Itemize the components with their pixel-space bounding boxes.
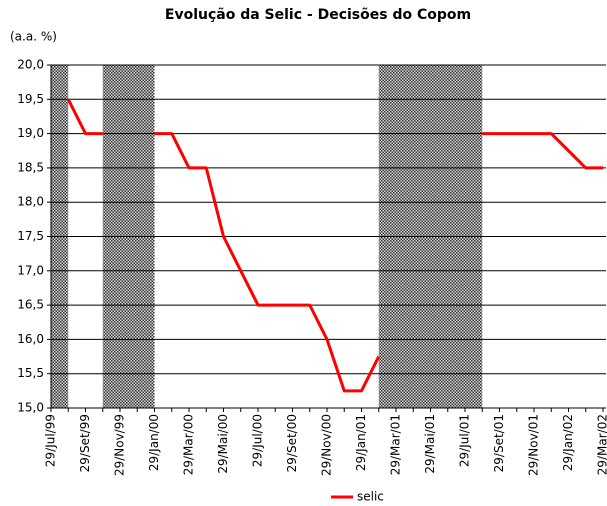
x-tick-label: 29/Mar/01 [389,414,403,475]
x-tick-label: 29/Mar/02 [596,414,607,475]
x-tick-label: 29/Jul/99 [44,414,58,467]
x-tick-label: 29/Jan/02 [561,414,575,471]
y-tick-label: 17,0 [17,263,44,277]
x-tick-label: 29/Nov/99 [113,414,127,476]
x-tick-label: 29/Jul/00 [251,414,265,467]
x-tick-label: 29/Set/99 [78,414,92,472]
x-tick-label: 29/Mai/01 [423,414,437,474]
y-tick-label: 15,5 [17,366,44,380]
x-tick-label: 29/Jul/01 [458,414,472,467]
x-tick-label: 29/Jan/01 [354,414,368,471]
y-tick-label: 15,0 [17,401,44,415]
y-tick-label: 19,0 [17,126,44,140]
y-axis-label: (a.a. %) [10,30,57,44]
y-tick-label: 16,0 [17,332,44,346]
x-tick-label: 29/Mai/00 [216,414,230,474]
y-tick-label: 18,0 [17,195,44,209]
y-tick-label: 18,5 [17,160,44,174]
y-tick-label: 20,0 [17,58,44,72]
y-tick-label: 19,5 [17,92,44,106]
x-tick-label: 29/Jan/00 [147,414,161,471]
y-tick-label: 16,5 [17,298,44,312]
y-tick-label: 17,5 [17,229,44,243]
chart-title: Evolução da Selic - Decisões do Copom [165,7,471,23]
x-tick-label: 29/Nov/00 [320,414,334,476]
x-tick-label: 29/Set/00 [285,414,299,472]
x-tick-label: 29/Set/01 [492,414,506,472]
x-tick-label: 29/Mar/00 [182,414,196,475]
legend-label: selic [357,490,384,504]
x-tick-label: 29/Nov/01 [527,414,541,476]
line-series [66,98,603,393]
